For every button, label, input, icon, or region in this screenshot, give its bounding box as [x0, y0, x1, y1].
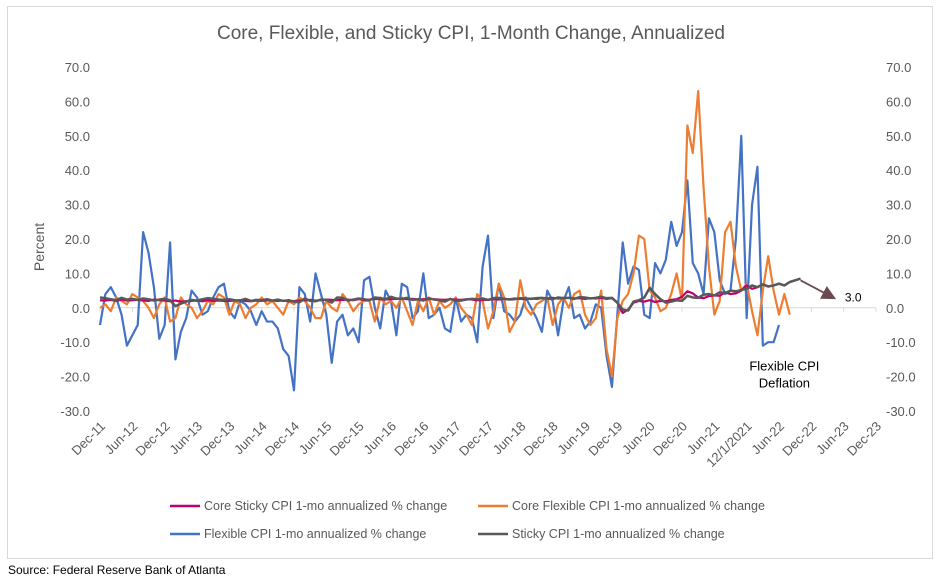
- series-group: [98, 89, 801, 392]
- y-tick-label-left: 0.0: [72, 301, 90, 316]
- chart-title: Core, Flexible, and Sticky CPI, 1-Month …: [217, 23, 725, 44]
- x-tick-label: Dec-14: [262, 419, 302, 459]
- legend: Core Sticky CPI 1-mo annualized % change…: [170, 499, 765, 541]
- x-tick-label: Dec-18: [521, 419, 561, 459]
- x-tick-label: Dec-15: [327, 419, 367, 459]
- chart-svg: Core, Flexible, and Sticky CPI, 1-Month …: [31, 23, 916, 541]
- y-tick-label-left: -30.0: [60, 404, 90, 419]
- y-tick-label-right: -20.0: [886, 370, 916, 385]
- y-axis-left: 70.0 60.0 50.0 40.0 30.0 20.0 10.0 0.0 -10.0 -20.…: [60, 60, 90, 419]
- annotation-label-2: Deflation: [759, 375, 810, 390]
- y-tick-label-right: 20.0: [886, 232, 911, 247]
- y-tick-label-left: 40.0: [65, 163, 90, 178]
- y-tick-label-left: 60.0: [65, 94, 90, 109]
- y-tick-label-right: 40.0: [886, 163, 911, 178]
- y-tick-label-right: -30.0: [886, 404, 916, 419]
- annotation-label-1: Flexible CPI: [749, 358, 819, 373]
- y-tick-label-left: 30.0: [65, 198, 90, 213]
- source-note: Source: Federal Reserve Bank of Atlanta: [8, 563, 226, 577]
- x-tick-label: Dec-16: [391, 419, 431, 459]
- y-tick-label-left: 20.0: [65, 232, 90, 247]
- series-line-3: [99, 277, 801, 312]
- legend-label: Core Sticky CPI 1-mo annualized % change: [204, 499, 447, 513]
- x-tick-label: Dec-13: [197, 419, 237, 459]
- y-tick-label-right: 50.0: [886, 129, 911, 144]
- y-tick-label-right: -10.0: [886, 335, 916, 350]
- legend-label: Sticky CPI 1-mo annualized % change: [512, 527, 725, 541]
- y-tick-label-right: 10.0: [886, 266, 911, 281]
- x-tick-label: Dec-12: [133, 419, 173, 459]
- series-line-1: [99, 89, 791, 378]
- y-tick-label-left: -20.0: [60, 370, 90, 385]
- y-tick-label-right: 0.0: [886, 301, 904, 316]
- x-tick-label: Dec-20: [650, 419, 690, 459]
- x-tick-label: Dec-19: [585, 419, 625, 459]
- x-tick-label: Dec-23: [844, 419, 884, 459]
- x-tick-label: Dec-17: [456, 419, 496, 459]
- y-axis-right: 70.0 60.0 50.0 40.0 30.0 20.0 10.0 0.0 -10.0 -20.…: [886, 60, 916, 419]
- annotations: 3.0 Flexible CPI Deflation: [749, 279, 862, 390]
- legend-label: Flexible CPI 1-mo annualized % change: [204, 527, 426, 541]
- y-tick-label-left: 50.0: [65, 129, 90, 144]
- y-tick-label-right: 70.0: [886, 60, 911, 75]
- x-tick-label: Dec-11: [69, 419, 109, 459]
- forecast-label: 3.0: [845, 290, 862, 304]
- x-tick-label: Dec-22: [779, 419, 819, 459]
- chart-frame: Core, Flexible, and Sticky CPI, 1-Month …: [7, 6, 933, 559]
- legend-label: Core Flexible CPI 1-mo annualized % chan…: [512, 499, 765, 513]
- y-tick-label-left: -10.0: [60, 335, 90, 350]
- y-tick-label-right: 30.0: [886, 198, 911, 213]
- y-tick-label-left: 70.0: [65, 60, 90, 75]
- y-axis-label: Percent: [31, 223, 47, 271]
- forecast-arrow: [800, 279, 837, 300]
- series-line-2: [98, 134, 781, 392]
- y-tick-label-right: 60.0: [886, 94, 911, 109]
- y-tick-label-left: 10.0: [65, 266, 90, 281]
